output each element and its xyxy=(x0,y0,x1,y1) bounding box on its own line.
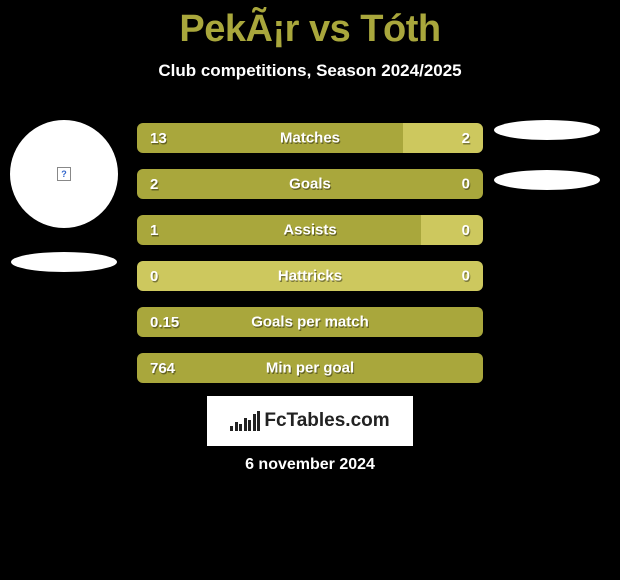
stat-bar-left: 764 xyxy=(137,353,483,383)
stat-bar-left: 1 xyxy=(137,215,421,245)
stat-bar-right: 0 xyxy=(421,215,483,245)
missing-image-icon: ? xyxy=(57,167,71,181)
stat-row: 00Hattricks xyxy=(137,261,483,291)
player-right-block xyxy=(494,120,600,190)
stat-bar-right: 0 xyxy=(137,261,483,291)
stat-row: 20Goals xyxy=(137,169,483,199)
stat-row: 764Min per goal xyxy=(137,353,483,383)
player-left-block: ? xyxy=(10,120,118,272)
page-subtitle: Club competitions, Season 2024/2025 xyxy=(0,61,620,81)
stat-value-right: 0 xyxy=(462,176,470,193)
stat-row: 132Matches xyxy=(137,123,483,153)
stat-row: 0.15Goals per match xyxy=(137,307,483,337)
logo-text: FcTables.com xyxy=(264,410,389,432)
stat-bar-left: 0.15 xyxy=(137,307,483,337)
stat-row: 10Assists xyxy=(137,215,483,245)
logo-bars-icon xyxy=(230,411,260,431)
stat-bar-left: 13 xyxy=(137,123,403,153)
stat-bar-left: 2 xyxy=(137,169,483,199)
date-label: 6 november 2024 xyxy=(245,456,375,474)
shadow-ellipse-right-1 xyxy=(494,120,600,140)
page-title: PekÃ¡r vs Tóth xyxy=(0,0,620,51)
stat-value-right: 0 xyxy=(462,268,470,285)
stat-bar-right: 2 xyxy=(403,123,483,153)
shadow-ellipse-left xyxy=(11,252,117,272)
avatar-left: ? xyxy=(10,120,118,228)
shadow-ellipse-right-2 xyxy=(494,170,600,190)
logo-box: FcTables.com xyxy=(207,396,413,446)
stats-container: 132Matches 20Goals 10Assists 00Hattricks 0.1… xyxy=(137,123,483,399)
